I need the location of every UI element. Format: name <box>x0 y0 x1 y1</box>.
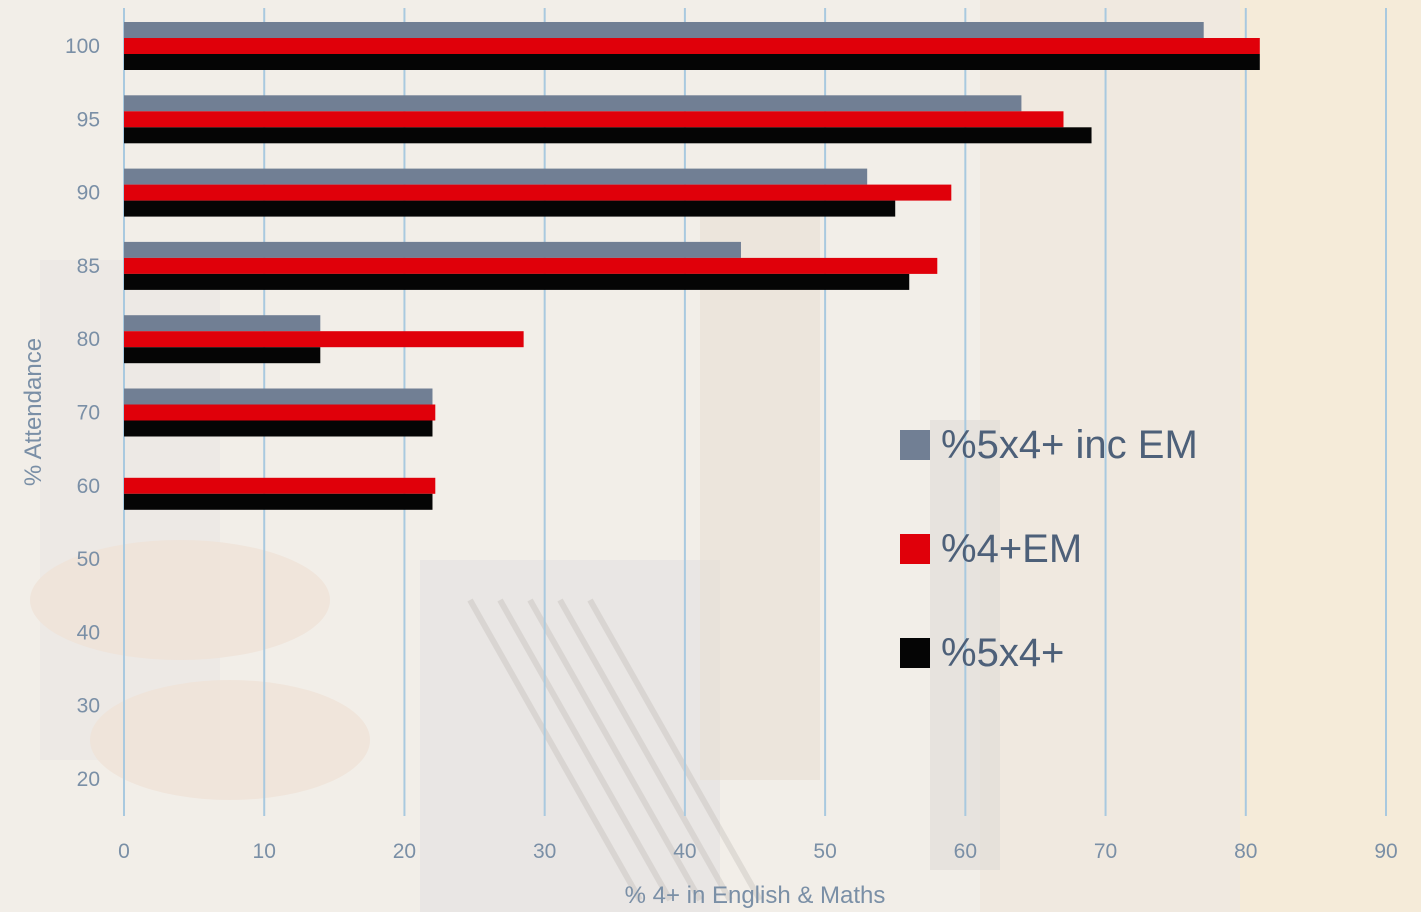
x-tick-labels: 0 10 20 30 40 50 60 70 80 90 <box>118 840 1398 863</box>
bars <box>124 22 1260 510</box>
bar-85-series-2 <box>124 257 938 274</box>
bar-85-series-1 <box>124 241 741 258</box>
y-tick-label: 95 <box>77 108 100 131</box>
y-tick-label: 60 <box>77 475 100 498</box>
y-tick-label: 90 <box>77 182 100 205</box>
y-tick-label: 85 <box>77 255 100 278</box>
legend-swatch <box>900 430 930 460</box>
bar-80-series-3 <box>124 347 321 364</box>
x-tick-label: 90 <box>1374 840 1397 863</box>
x-axis-title: % 4+ in English & Maths <box>625 882 886 909</box>
bar-70-series-3 <box>124 420 433 437</box>
bar-60-series-2 <box>124 477 436 494</box>
bar-90-series-3 <box>124 200 896 217</box>
x-tick-label: 70 <box>1094 840 1117 863</box>
x-tick-label: 30 <box>533 840 556 863</box>
legend-label: %4+EM <box>941 527 1082 571</box>
bar-100-series-2 <box>124 38 1260 54</box>
y-tick-labels: 100 95 90 85 80 70 60 50 40 30 20 <box>65 35 100 791</box>
bar-70-series-1 <box>124 388 433 405</box>
y-tick-label: 70 <box>77 402 100 425</box>
bar-90-series-2 <box>124 184 952 201</box>
x-tick-label: 0 <box>118 840 130 863</box>
bar-100-series-1 <box>124 22 1204 38</box>
y-tick-label: 50 <box>77 548 100 571</box>
y-axis-title: % Attendance <box>20 338 47 486</box>
bar-80-series-1 <box>124 315 321 332</box>
bar-90-series-1 <box>124 168 868 185</box>
x-tick-label: 50 <box>813 840 836 863</box>
bar-95-series-2 <box>124 111 1064 128</box>
bar-85-series-3 <box>124 273 910 290</box>
bar-95-series-1 <box>124 95 1022 112</box>
x-tick-label: 60 <box>954 840 977 863</box>
bar-80-series-2 <box>124 331 524 348</box>
legend: %5x4+ inc EM %4+EM %5x4+ <box>900 423 1198 675</box>
x-tick-label: 20 <box>393 840 416 863</box>
bar-95-series-3 <box>124 127 1092 144</box>
legend-swatch <box>900 638 930 668</box>
y-tick-label: 30 <box>77 695 100 718</box>
legend-label: %5x4+ inc EM <box>941 423 1198 467</box>
y-tick-label: 40 <box>77 621 100 644</box>
legend-label: %5x4+ <box>941 631 1064 675</box>
x-tick-label: 10 <box>253 840 276 863</box>
y-tick-label: 20 <box>77 768 100 791</box>
bar-100-series-3 <box>124 54 1260 70</box>
x-tick-label: 40 <box>673 840 696 863</box>
legend-swatch <box>900 534 930 564</box>
bar-60-series-3 <box>124 493 433 510</box>
bar-70-series-2 <box>124 404 436 421</box>
y-tick-label: 100 <box>65 35 100 58</box>
x-tick-label: 80 <box>1234 840 1257 863</box>
y-tick-label: 80 <box>77 328 100 351</box>
